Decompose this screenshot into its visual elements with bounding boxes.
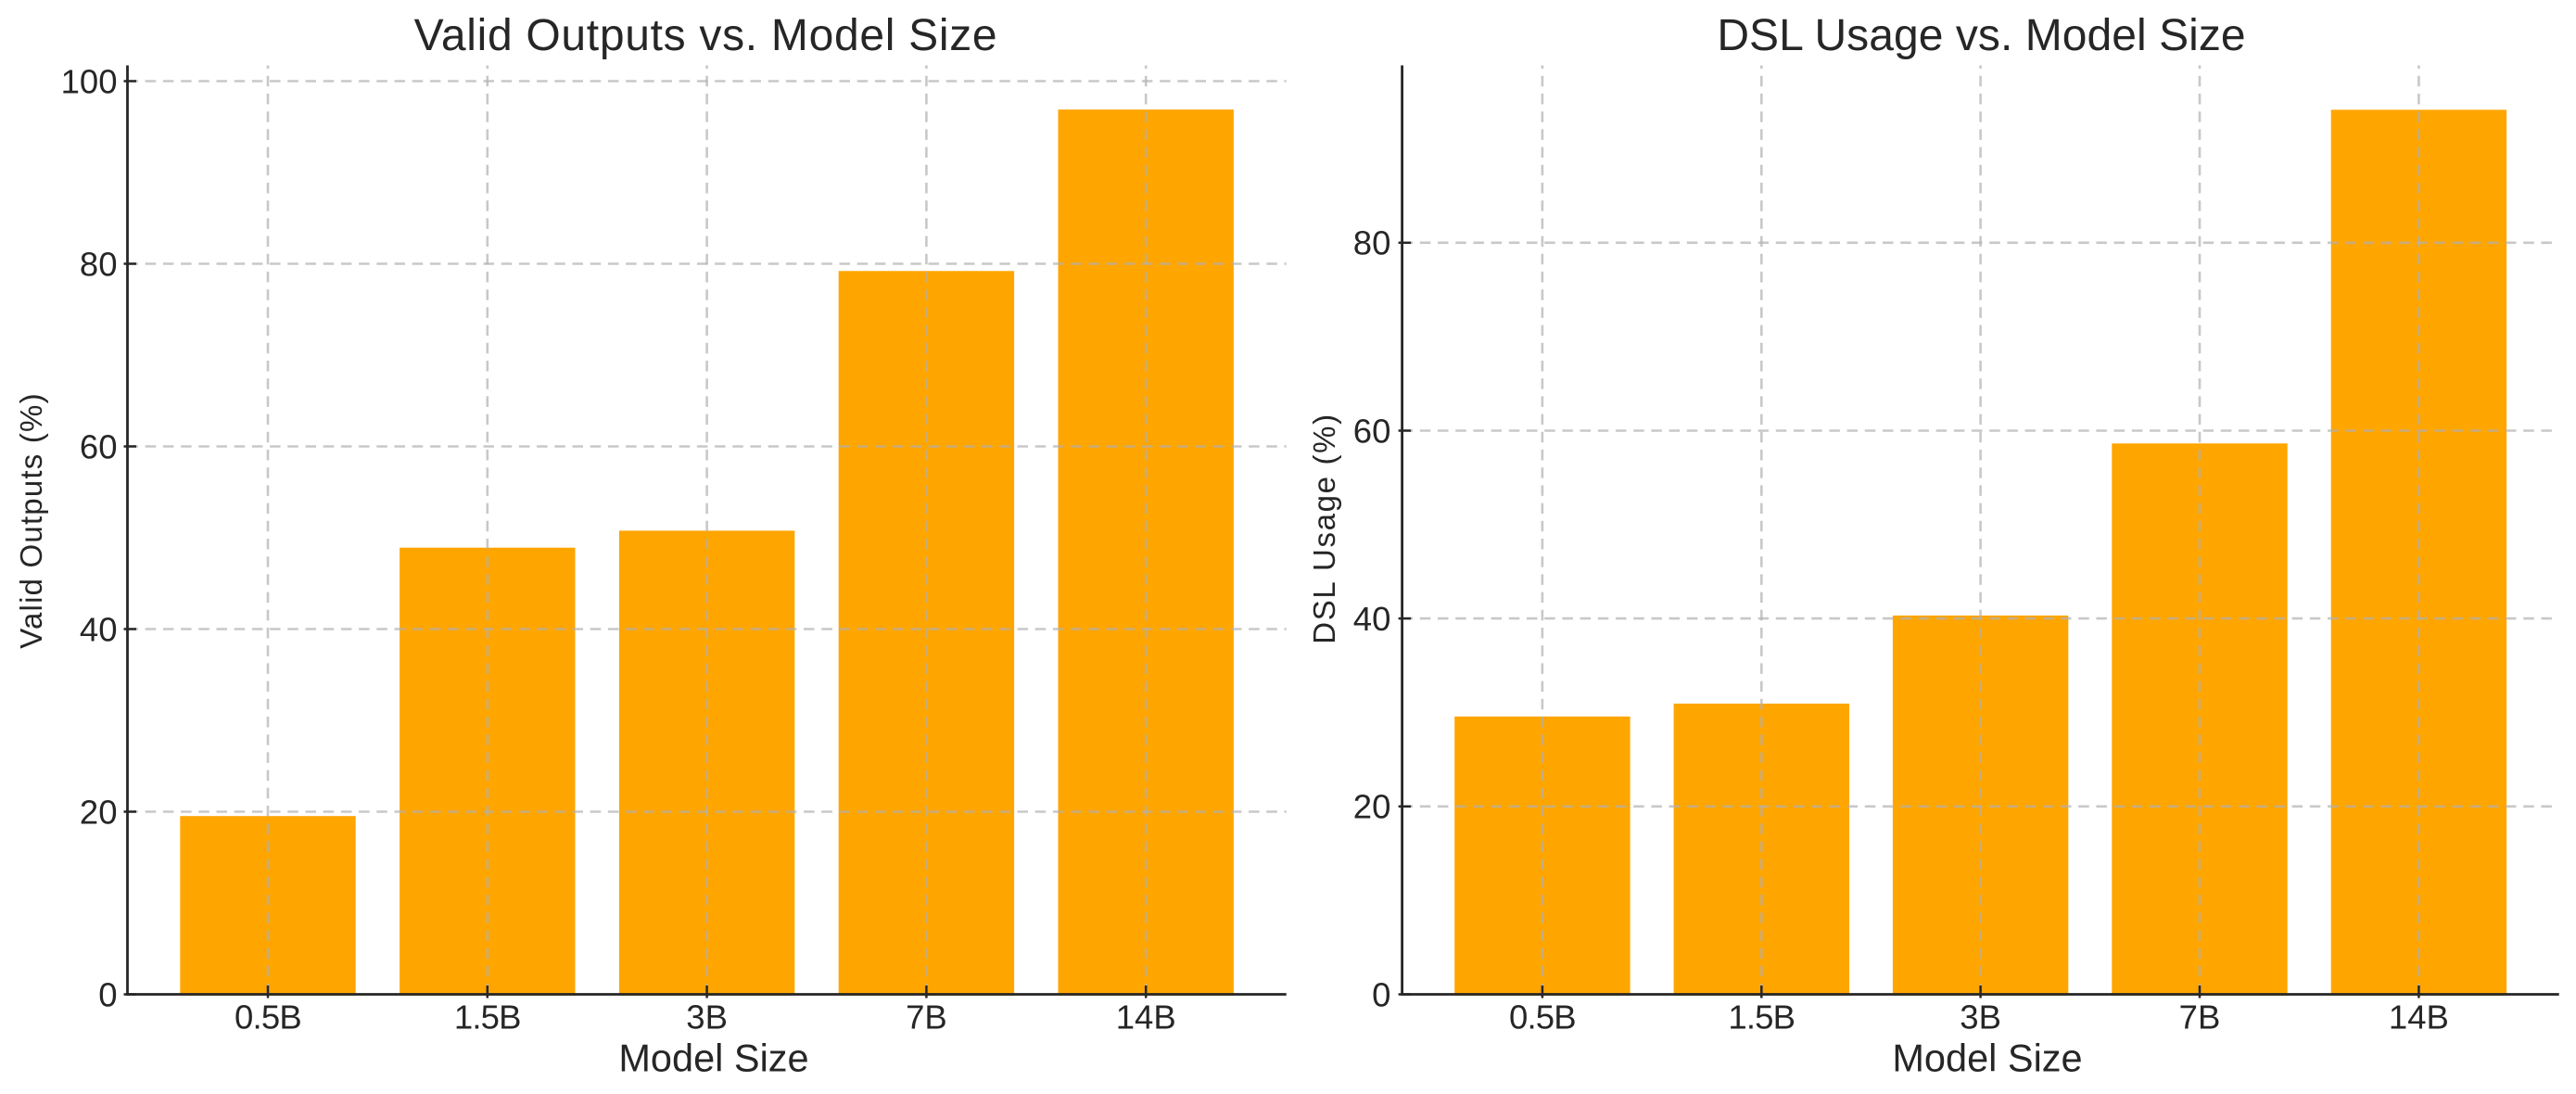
svg-text:7B: 7B: [906, 998, 947, 1036]
svg-text:0: 0: [1372, 975, 1390, 1013]
svg-text:1.5B: 1.5B: [454, 998, 521, 1036]
svg-text:0.5B: 0.5B: [235, 998, 301, 1036]
svg-text:Model Size: Model Size: [618, 1037, 808, 1080]
svg-text:3B: 3B: [686, 998, 728, 1036]
svg-text:20: 20: [1353, 788, 1391, 826]
svg-text:0: 0: [98, 975, 117, 1013]
svg-text:20: 20: [80, 793, 118, 831]
svg-text:80: 80: [1353, 224, 1391, 262]
svg-text:80: 80: [80, 245, 118, 283]
svg-text:40: 40: [80, 610, 118, 648]
svg-text:3B: 3B: [1960, 998, 2001, 1036]
svg-text:0.5B: 0.5B: [1509, 998, 1576, 1036]
svg-text:DSL Usage vs. Model Size: DSL Usage vs. Model Size: [1717, 11, 2245, 60]
svg-text:DSL Usage (%): DSL Usage (%): [1307, 413, 1341, 643]
svg-text:Valid Outputs vs. Model Size: Valid Outputs vs. Model Size: [414, 11, 998, 60]
svg-text:14B: 14B: [1116, 998, 1176, 1036]
svg-text:40: 40: [1353, 600, 1391, 638]
svg-text:100: 100: [61, 62, 118, 100]
svg-text:60: 60: [1353, 412, 1391, 450]
svg-text:Valid Outputs (%): Valid Outputs (%): [14, 392, 48, 649]
svg-text:60: 60: [80, 427, 118, 465]
svg-text:1.5B: 1.5B: [1728, 998, 1795, 1036]
svg-text:7B: 7B: [2179, 998, 2221, 1036]
svg-text:14B: 14B: [2389, 998, 2449, 1036]
svg-text:Model Size: Model Size: [1892, 1037, 2082, 1080]
